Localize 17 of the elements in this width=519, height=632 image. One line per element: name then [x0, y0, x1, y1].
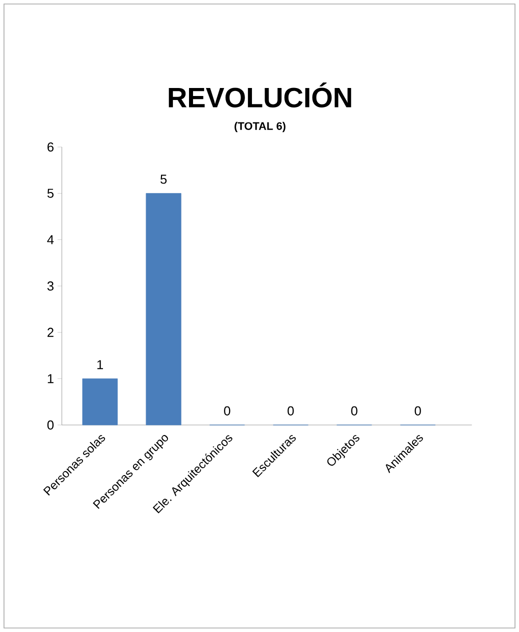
- data-label: 1: [97, 360, 103, 370]
- y-tick-label: 5: [47, 188, 54, 198]
- chart-title: REVOLUCIÓN: [168, 82, 352, 108]
- chart-subtitle: (TOTAL 6): [234, 122, 286, 132]
- data-label: 0: [351, 406, 358, 416]
- y-tick-label: 4: [47, 235, 54, 244]
- y-tick-label: 3: [47, 281, 54, 291]
- y-tick-label: 6: [48, 142, 54, 152]
- data-label: 0: [414, 406, 421, 416]
- y-tick-label: 0: [47, 420, 54, 430]
- data-label: 0: [224, 406, 230, 416]
- y-tick-label: 1: [48, 374, 54, 384]
- data-label: 0: [288, 406, 294, 416]
- y-tick-label: 2: [48, 328, 54, 337]
- bar: [146, 193, 182, 426]
- data-label: 5: [160, 174, 167, 184]
- bar: [82, 378, 118, 426]
